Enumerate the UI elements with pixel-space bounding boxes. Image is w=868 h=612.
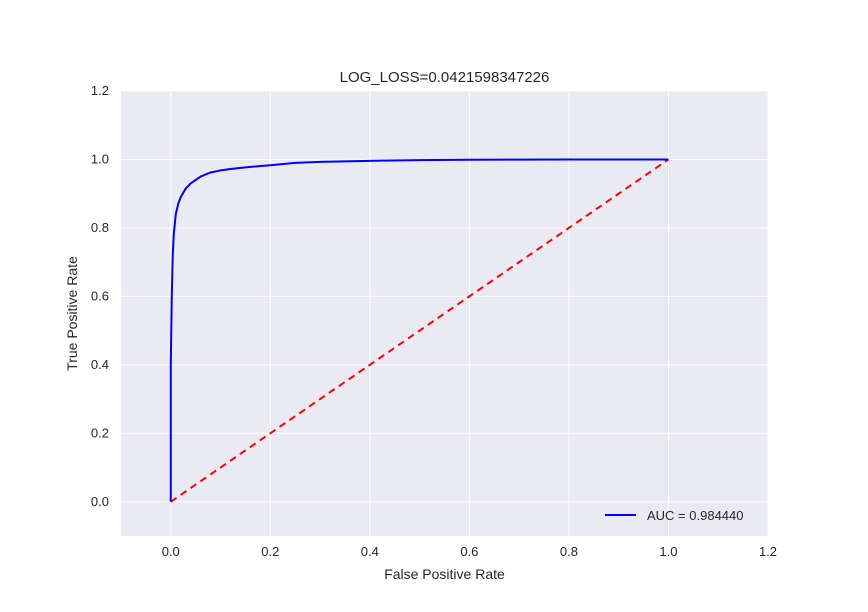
series-line-roc-curve (169, 158, 669, 502)
plot-area (121, 91, 768, 536)
x-tick-labels: 0.0 0.2 0.4 0.6 0.8 1.0 1.2 (162, 544, 777, 559)
x-axis-label: False Positive Rate (384, 566, 505, 582)
legend-label-auc: AUC = 0.984440 (647, 508, 743, 523)
y-tick-label: 0.2 (91, 425, 109, 440)
y-tick-label: 0.8 (91, 220, 109, 235)
y-tick-labels: 0.0 0.2 0.4 0.6 0.8 1.0 1.2 (91, 83, 109, 509)
x-tick-label: 0.8 (560, 544, 578, 559)
y-tick-label: 1.2 (91, 83, 109, 98)
x-tick-label: 0.0 (162, 544, 180, 559)
x-tick-label: 1.2 (759, 544, 777, 559)
x-tick-label: 0.2 (261, 544, 279, 559)
y-tick-label: 0.4 (91, 357, 109, 372)
y-tick-label: 0.6 (91, 288, 109, 303)
y-tick-label: 1.0 (91, 151, 109, 166)
series-lines (169, 158, 670, 503)
legend: AUC = 0.984440 (605, 508, 743, 523)
chart-title: LOG_LOSS=0.0421598347226 (340, 69, 550, 86)
x-tick-label: 0.6 (460, 544, 478, 559)
y-axis-label: True Positive Rate (64, 256, 80, 371)
x-tick-label: 1.0 (659, 544, 677, 559)
x-tick-label: 0.4 (361, 544, 379, 559)
series-line-chance-diagonal (170, 158, 670, 503)
y-tick-label: 0.0 (91, 494, 109, 509)
